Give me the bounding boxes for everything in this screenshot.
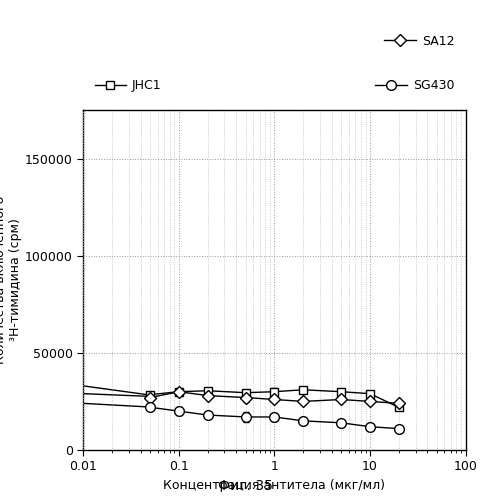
X-axis label: Концентрация антитела (мкг/мл): Концентрация антитела (мкг/мл) [163, 479, 386, 492]
Legend: SG430: SG430 [370, 74, 459, 97]
Text: Фиг. 35: Фиг. 35 [218, 479, 272, 493]
Y-axis label: Количества включенного
³H-тимидина (срм): Количества включенного ³H-тимидина (срм) [0, 196, 22, 364]
